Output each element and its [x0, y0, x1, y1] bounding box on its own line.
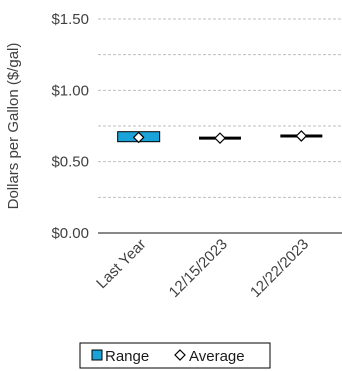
y-tick-label: $1.50 [51, 11, 89, 28]
x-tick-label: 12/22/2023 [247, 236, 312, 301]
legend-average-marker [174, 349, 186, 361]
y-tick-label: $1.00 [51, 82, 89, 99]
y-axis-label: Dollars per Gallon ($/gal) [5, 43, 22, 210]
y-tick-label: $0.00 [51, 225, 89, 242]
average-series [132, 130, 308, 144]
legend-range-label: Range [105, 348, 149, 365]
x-tick-label: Last Year [93, 236, 149, 292]
gridlines [98, 18, 342, 198]
x-tick-labels: Last Year 12/15/2023 12/22/2023 [93, 236, 312, 301]
average-marker [295, 130, 308, 142]
legend-range-swatch [91, 349, 103, 361]
x-tick-label: 12/15/2023 [166, 236, 231, 301]
average-marker [214, 132, 226, 144]
y-tick-labels: $0.00 $0.50 $1.00 $1.50 [51, 11, 89, 242]
average-marker [132, 131, 145, 144]
y-tick-label: $0.50 [51, 154, 89, 171]
legend-average-label: Average [189, 348, 245, 365]
legend: Range Average [79, 342, 271, 369]
